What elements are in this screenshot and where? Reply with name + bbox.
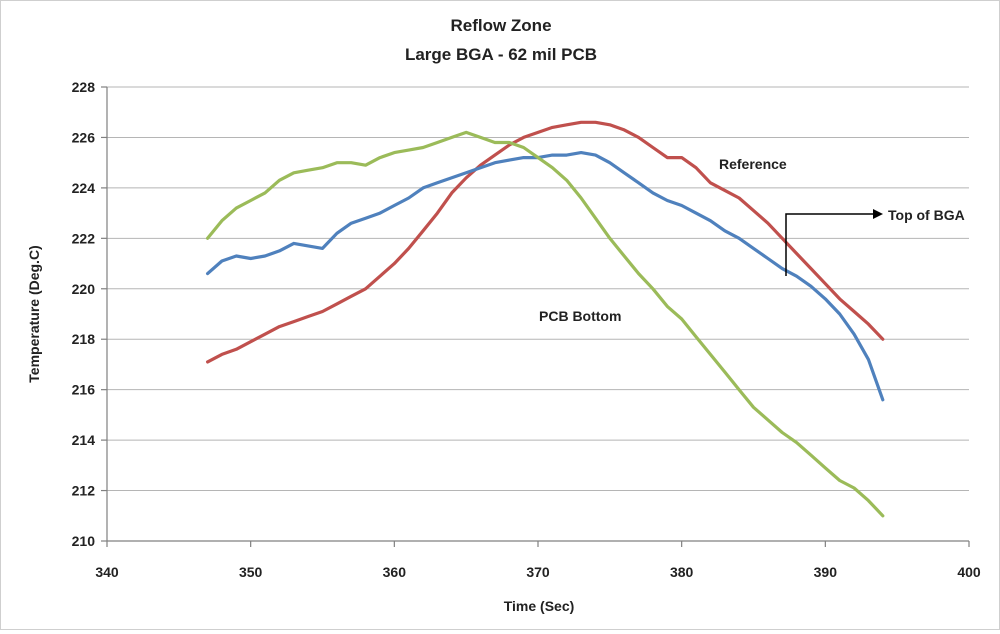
y-tick-label: 220 [72,281,96,297]
y-tick-label: 228 [72,79,96,95]
x-tick-label: 400 [957,564,981,580]
y-tick-label: 216 [72,382,96,398]
series-lines [206,120,885,518]
y-tick-label: 226 [72,129,96,145]
x-tick-label: 350 [239,564,263,580]
x-tick-label: 380 [670,564,694,580]
annotation-top-of-bga: Top of BGA [888,207,965,223]
y-tick-label: 210 [72,533,96,549]
y-tick-label: 222 [72,230,96,246]
axes [101,86,970,547]
chart-subtitle: Large BGA - 62 mil PCB [405,45,597,64]
series-line-top-of-bga [206,151,885,402]
y-tick-label: 212 [72,483,96,499]
x-tick-label: 390 [814,564,838,580]
annotation-pcb-bottom: PCB Bottom [539,308,621,324]
x-tick-labels: 340 350 360 370 380 390 400 [95,564,981,580]
gridlines [107,86,969,492]
y-tick-label: 224 [72,180,96,196]
x-axis-label: Time (Sec) [504,598,575,614]
x-tick-label: 360 [383,564,407,580]
annotation-arrow [785,209,883,276]
y-axis-label: Temperature (Deg.C) [26,245,42,382]
series-line-reference [206,120,885,364]
y-tick-label: 214 [72,432,96,448]
chart-title: Reflow Zone [450,16,551,35]
x-tick-label: 370 [526,564,550,580]
y-tick-label: 218 [72,331,96,347]
x-tick-label: 340 [95,564,119,580]
annotation-reference: Reference [719,156,787,172]
series-line-pcb-bottom [206,130,885,518]
y-tick-labels: 210 212 214 216 218 220 222 224 226 228 [72,79,96,549]
